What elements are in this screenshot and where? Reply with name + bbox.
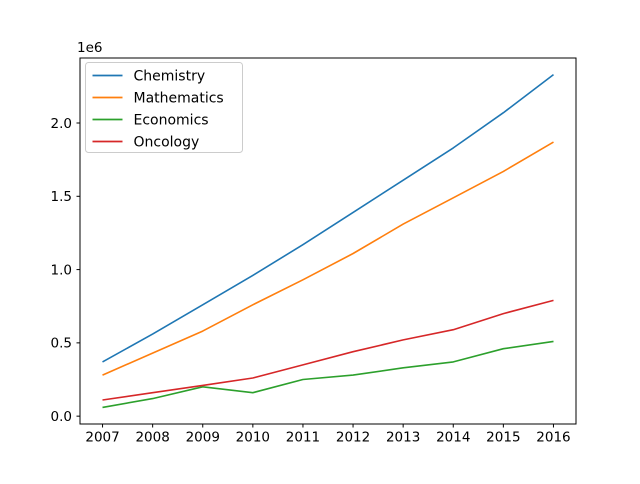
x-tick-label: 2014 [436,430,470,446]
series-line-mathematics [102,141,554,376]
legend-label-oncology: Oncology [134,134,200,150]
x-tick-label: 2011 [286,430,320,446]
series-line-economics [102,340,554,409]
y-tick-label: 1.0 [51,262,72,278]
x-tick-label: 2016 [536,430,570,446]
axes-spines [79,57,577,425]
x-tick-label: 2008 [135,430,169,446]
y-tick-label: 2.0 [51,116,72,132]
x-tick-label: 2009 [186,430,220,446]
y-tick-label: 1.5 [51,189,72,205]
x-tick-label: 2013 [386,430,420,446]
x-tick-label: 2007 [85,430,119,446]
x-tick-label: 2010 [236,430,270,446]
y-tick-label: 0.5 [51,336,72,352]
x-tick-label: 2015 [486,430,520,446]
series-line-chemistry [102,73,554,363]
x-tick-label: 2012 [336,430,370,446]
legend-label-mathematics: Mathematics [134,90,224,106]
legend-box [85,62,243,153]
legend-label-chemistry: Chemistry [134,68,206,84]
series-line-oncology [102,299,554,401]
y-tick-label: 0.0 [51,409,72,425]
y-axis-offset-label: 1e6 [77,40,102,56]
legend-label-economics: Economics [134,112,209,128]
